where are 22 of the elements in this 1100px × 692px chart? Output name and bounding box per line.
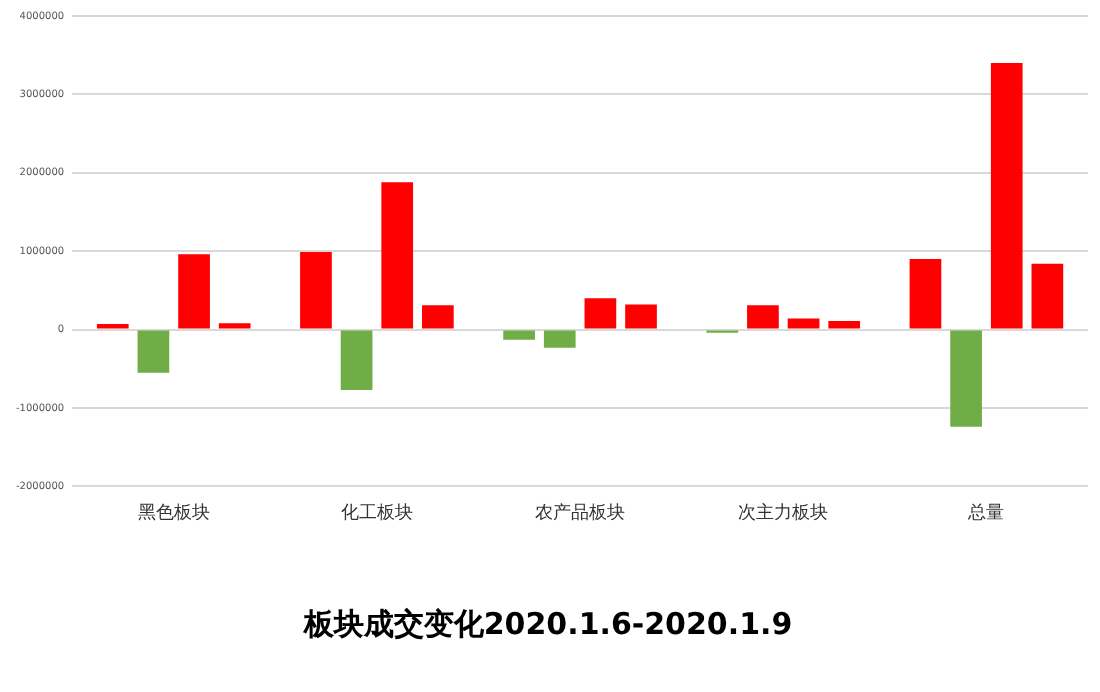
bar bbox=[909, 259, 942, 329]
bar bbox=[300, 251, 332, 329]
bar bbox=[543, 330, 576, 348]
bar bbox=[137, 330, 170, 373]
x-tick-label: 总量 bbox=[966, 501, 1005, 524]
bar bbox=[178, 254, 210, 329]
bar bbox=[950, 330, 982, 427]
x-tick-label: 黑色板块 bbox=[137, 501, 210, 524]
bar bbox=[584, 298, 617, 329]
text: 板块成交变化2020.1.6-2020.1.9 bbox=[301, 605, 793, 642]
bar bbox=[218, 323, 251, 329]
bar bbox=[828, 320, 861, 329]
bar bbox=[381, 182, 414, 329]
x-tick-label: 农产品板块 bbox=[535, 501, 626, 524]
bar bbox=[990, 63, 1023, 329]
x-tick-label: 次主力板块 bbox=[738, 501, 829, 524]
bar bbox=[1031, 263, 1064, 329]
x-tick-label: 化工板块 bbox=[340, 501, 413, 524]
bar bbox=[422, 305, 454, 329]
bar bbox=[625, 304, 657, 329]
bar bbox=[787, 318, 820, 329]
bar bbox=[340, 330, 373, 390]
